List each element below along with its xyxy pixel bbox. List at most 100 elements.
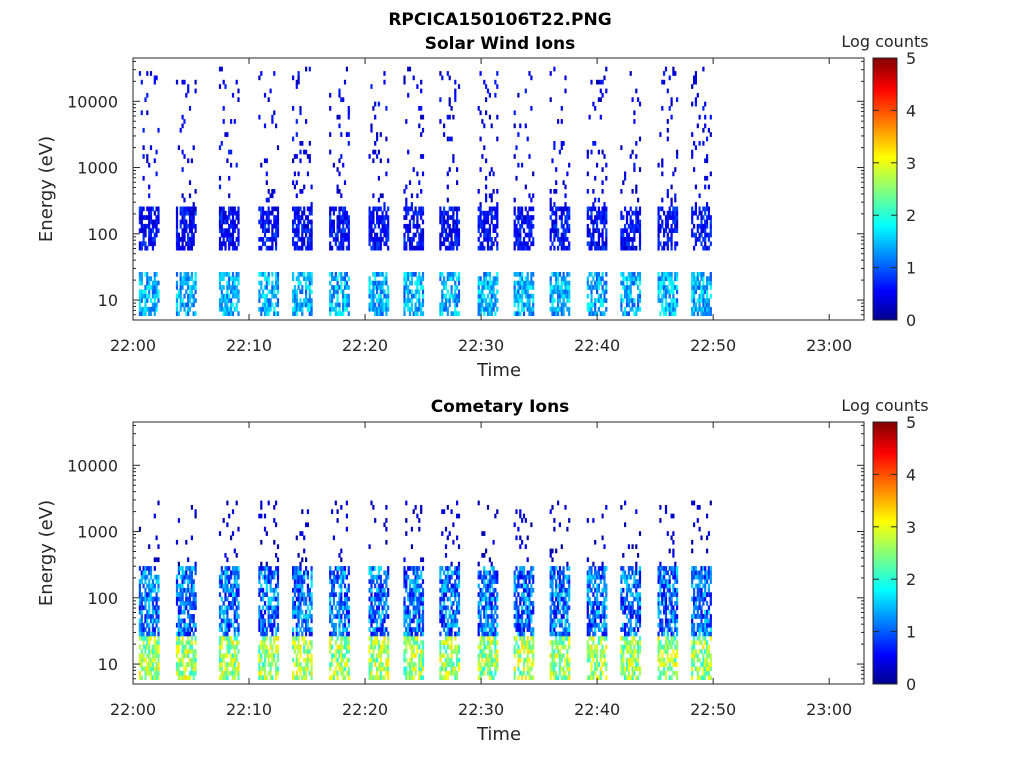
spectrogram-cell <box>345 513 348 519</box>
spectrogram-cell <box>331 219 334 225</box>
spectrogram-cell <box>659 223 662 229</box>
spectrogram-cell <box>148 596 151 602</box>
spectrogram-cell <box>329 215 332 220</box>
spectrogram-cell <box>421 653 425 659</box>
spectrogram-cell <box>377 587 380 593</box>
spectrogram-cell <box>343 574 347 580</box>
spectrogram-cell <box>421 272 425 277</box>
spectrogram-cell <box>220 670 223 676</box>
spectrogram-cell <box>526 223 529 229</box>
spectrogram-cell <box>446 653 449 659</box>
spectrogram-cell <box>224 210 227 216</box>
spectrogram-cell <box>338 609 341 615</box>
spectrogram-cell <box>515 237 518 242</box>
figure-title: RPCICA150106T22.PNG <box>388 10 611 30</box>
spectrogram-cell <box>551 223 554 229</box>
spectrogram-cell <box>190 245 193 251</box>
spectrogram-cell <box>635 219 638 225</box>
spectrogram-cell <box>144 272 147 277</box>
spectrogram-cell <box>457 561 461 567</box>
x-tick-label: 22:20 <box>342 336 388 355</box>
spectrogram-cell <box>299 289 302 295</box>
spectrogram-cell <box>336 114 339 120</box>
spectrogram-cell <box>181 210 184 216</box>
spectrogram-cell <box>496 276 499 281</box>
spectrogram-cell <box>494 210 497 216</box>
spectrogram-cell <box>637 298 640 303</box>
spectrogram-cell <box>149 649 153 654</box>
spectrogram-cell <box>532 298 535 303</box>
spectrogram-cell <box>444 622 448 628</box>
spectrogram-cell <box>370 84 373 89</box>
spectrogram-cell <box>230 162 233 168</box>
spectrogram-cell <box>513 245 516 251</box>
spectrogram-cell <box>292 223 295 229</box>
spectrogram-cell <box>262 618 265 624</box>
spectrogram-cell <box>308 592 311 597</box>
spectrogram-cell <box>329 92 332 98</box>
spectrogram-cell <box>310 289 313 295</box>
spectrogram-cell <box>233 219 236 225</box>
spectrogram-cell <box>340 289 343 295</box>
spectrogram-cell <box>345 526 348 532</box>
spectrogram-cell <box>271 272 274 277</box>
spectrogram-cell <box>372 245 375 251</box>
spectrogram-cell <box>276 206 280 212</box>
spectrogram-cell <box>233 675 236 680</box>
spectrogram-cell <box>625 245 629 251</box>
spectrogram-cell <box>672 171 675 177</box>
spectrogram-cell <box>187 206 190 212</box>
spectrogram-cell <box>144 245 147 251</box>
spectrogram-cell <box>275 522 278 528</box>
spectrogram-cell <box>633 298 636 303</box>
spectrogram-cell <box>596 280 599 286</box>
spectrogram-cell <box>596 298 599 303</box>
spectrogram-cell <box>340 206 343 212</box>
spectrogram-cell <box>138 241 141 247</box>
spectrogram-cell <box>694 184 697 190</box>
spectrogram-cell <box>144 649 147 654</box>
spectrogram-cell <box>528 311 531 316</box>
spectrogram-cell <box>138 280 141 286</box>
spectrogram-cell <box>269 644 272 650</box>
spectrogram-cell <box>263 649 267 654</box>
spectrogram-cell <box>295 570 298 576</box>
spectrogram-cell <box>414 245 417 251</box>
spectrogram-cell <box>672 210 675 216</box>
spectrogram-cell <box>596 210 599 216</box>
spectrogram-cell <box>303 579 306 584</box>
spectrogram-cell <box>381 675 384 680</box>
spectrogram-cell <box>454 241 457 247</box>
spectrogram-cell <box>305 566 308 571</box>
spectrogram-cell <box>597 276 600 281</box>
spectrogram-cell <box>370 302 373 308</box>
spectrogram-cell <box>260 215 263 220</box>
spectrogram-cell <box>403 302 406 308</box>
spectrogram-cell <box>450 106 453 111</box>
spectrogram-cell <box>421 640 425 645</box>
spectrogram-cell <box>297 232 300 238</box>
spectrogram-cell <box>448 215 451 220</box>
spectrogram-cell <box>659 132 662 137</box>
spectrogram-cell <box>441 583 444 589</box>
spectrogram-cell <box>144 592 147 597</box>
spectrogram-cell <box>226 574 229 580</box>
spectrogram-cell <box>140 609 143 615</box>
spectrogram-cell <box>233 293 236 299</box>
spectrogram-cell <box>292 106 295 111</box>
spectrogram-cell <box>515 223 518 229</box>
spectrogram-cell <box>629 298 632 303</box>
spectrogram-cell <box>292 614 295 619</box>
spectrogram-cell <box>446 570 449 576</box>
spectrogram-cell <box>295 232 298 238</box>
spectrogram-cell <box>347 245 350 251</box>
spectrogram-cell <box>149 618 153 624</box>
spectrogram-cell <box>486 272 490 277</box>
spectrogram-cell <box>410 302 413 308</box>
spectrogram-cell <box>418 627 421 632</box>
spectrogram-cell <box>635 88 638 94</box>
spectrogram-cell <box>301 557 304 563</box>
spectrogram-cell <box>370 127 373 133</box>
spectrogram-cell <box>306 627 309 632</box>
spectrogram-cell <box>331 653 334 659</box>
